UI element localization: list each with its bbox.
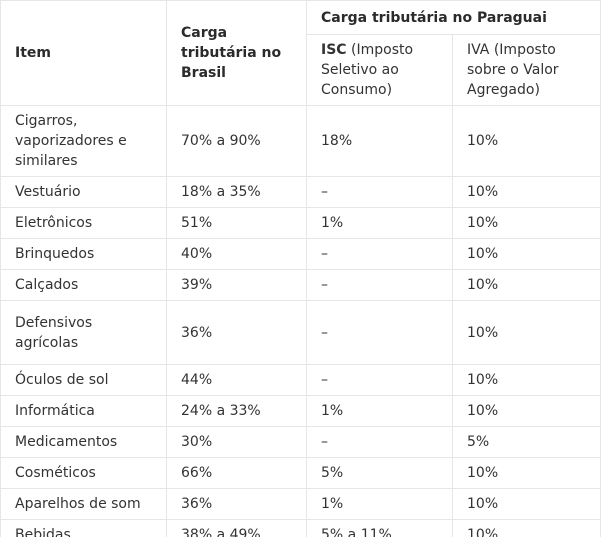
- header-isc-abbr: ISC: [321, 42, 347, 58]
- table-row: Cigarros, vaporizadores e similares 70% …: [0, 105, 601, 177]
- cell-iva: 10%: [452, 238, 601, 270]
- cell-iva: 5%: [452, 426, 601, 458]
- header-iva: IVA (Imposto sobre o Valor Agregado): [452, 34, 601, 106]
- cell-iva: 10%: [452, 269, 601, 301]
- cell-brasil: 36%: [166, 300, 307, 365]
- cell-iva: 10%: [452, 395, 601, 427]
- cell-iva: 10%: [452, 457, 601, 489]
- table-row: Medicamentos 30% – 5%: [0, 426, 601, 458]
- table-row: Informática 24% a 33% 1% 10%: [0, 395, 601, 427]
- cell-item: Defensivos agrícolas: [0, 300, 167, 365]
- cell-isc: –: [306, 269, 453, 301]
- cell-item: Cigarros, vaporizadores e similares: [0, 105, 167, 177]
- table-row: Brinquedos 40% – 10%: [0, 238, 601, 270]
- header-item: Item: [0, 0, 167, 106]
- cell-brasil: 30%: [166, 426, 307, 458]
- cell-brasil: 51%: [166, 207, 307, 239]
- table-row: Eletrônicos 51% 1% 10%: [0, 207, 601, 239]
- cell-iva: 10%: [452, 519, 601, 537]
- cell-iva: 10%: [452, 176, 601, 208]
- cell-brasil: 70% a 90%: [166, 105, 307, 177]
- cell-item: Eletrônicos: [0, 207, 167, 239]
- cell-isc: 5%: [306, 457, 453, 489]
- header-paraguai: Carga tributária no Paraguai: [306, 0, 601, 35]
- cell-item: Aparelhos de som: [0, 488, 167, 520]
- table-row: Óculos de sol 44% – 10%: [0, 364, 601, 396]
- cell-iva: 10%: [452, 364, 601, 396]
- table-row: Calçados 39% – 10%: [0, 269, 601, 301]
- cell-isc: –: [306, 176, 453, 208]
- cell-brasil: 24% a 33%: [166, 395, 307, 427]
- cell-item: Óculos de sol: [0, 364, 167, 396]
- cell-isc: 1%: [306, 488, 453, 520]
- cell-isc: 1%: [306, 395, 453, 427]
- cell-iva: 10%: [452, 105, 601, 177]
- cell-brasil: 39%: [166, 269, 307, 301]
- header-isc-desc: (Imposto Seletivo ao Consumo): [321, 42, 414, 98]
- cell-brasil: 38% a 49%: [166, 519, 307, 537]
- cell-isc: –: [306, 426, 453, 458]
- cell-isc: 5% a 11%: [306, 519, 453, 537]
- cell-iva: 10%: [452, 300, 601, 365]
- cell-brasil: 18% a 35%: [166, 176, 307, 208]
- cell-isc: –: [306, 238, 453, 270]
- cell-brasil: 66%: [166, 457, 307, 489]
- table-row: Cosméticos 66% 5% 10%: [0, 457, 601, 489]
- table-row: Bebidas 38% a 49% 5% a 11% 10%: [0, 519, 601, 537]
- header-isc: ISC (Imposto Seletivo ao Consumo): [306, 34, 453, 106]
- cell-isc: –: [306, 300, 453, 365]
- table-row: Defensivos agrícolas 36% – 10%: [0, 300, 601, 365]
- cell-item: Brinquedos: [0, 238, 167, 270]
- cell-item: Informática: [0, 395, 167, 427]
- cell-isc: –: [306, 364, 453, 396]
- cell-item: Cosméticos: [0, 457, 167, 489]
- table-body: Cigarros, vaporizadores e similares 70% …: [0, 105, 601, 537]
- cell-isc: 18%: [306, 105, 453, 177]
- header-brasil: Carga tributária no Brasil: [166, 0, 307, 106]
- table-row: Vestuário 18% a 35% – 10%: [0, 176, 601, 208]
- table-row: Aparelhos de som 36% 1% 10%: [0, 488, 601, 520]
- table-header: Item Carga tributária no Brasil Carga tr…: [0, 0, 601, 106]
- cell-item: Vestuário: [0, 176, 167, 208]
- cell-item: Bebidas: [0, 519, 167, 537]
- cell-iva: 10%: [452, 207, 601, 239]
- cell-brasil: 44%: [166, 364, 307, 396]
- cell-item: Medicamentos: [0, 426, 167, 458]
- header-row-top: Item Carga tributária no Brasil Carga tr…: [0, 0, 601, 106]
- cell-iva: 10%: [452, 488, 601, 520]
- cell-brasil: 40%: [166, 238, 307, 270]
- cell-item: Calçados: [0, 269, 167, 301]
- cell-brasil: 36%: [166, 488, 307, 520]
- cell-isc: 1%: [306, 207, 453, 239]
- header-row-sub: ISC (Imposto Seletivo ao Consumo) IVA (I…: [1, 34, 601, 106]
